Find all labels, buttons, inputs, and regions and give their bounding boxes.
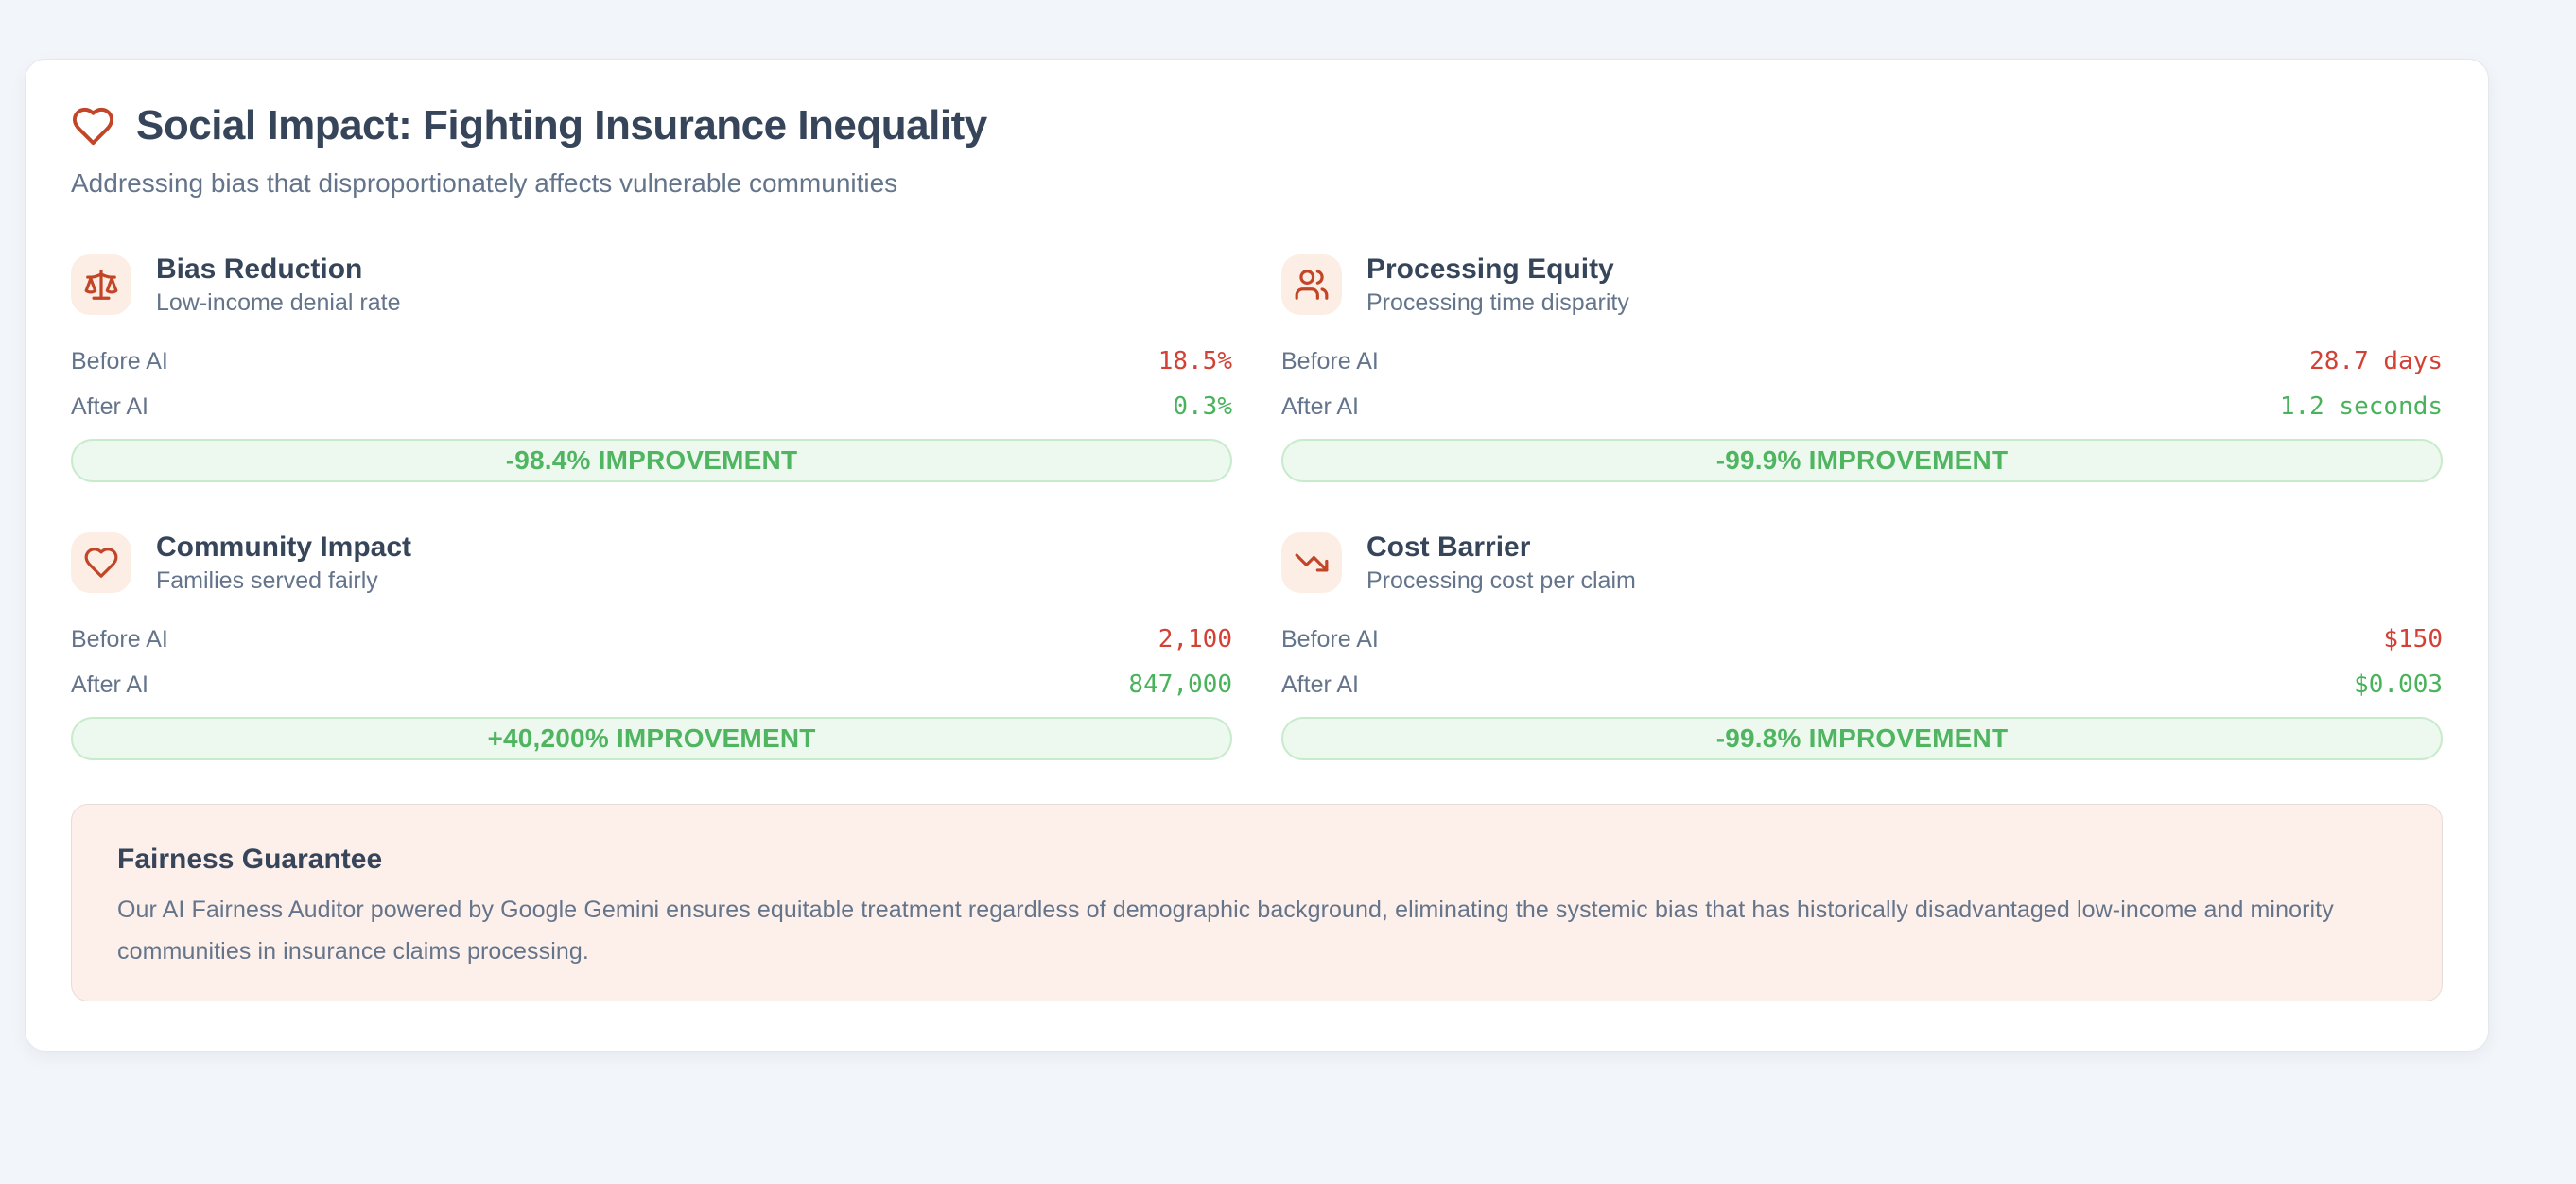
metric-subtitle: Processing time disparity	[1366, 289, 1629, 316]
after-ai-label: After AI	[71, 670, 148, 698]
metric-subtitle: Families served fairly	[156, 567, 378, 594]
heart-icon	[71, 104, 115, 148]
metric-title: Processing Equity	[1366, 253, 1614, 285]
after-ai-row: After AI 1.2 seconds	[1281, 384, 2443, 429]
fairness-guarantee-box: Fairness Guarantee Our AI Fairness Audit…	[71, 804, 2443, 1001]
after-ai-row: After AI 0.3%	[71, 384, 1232, 429]
metric-card: Community Impact Families served fairly …	[71, 531, 1232, 760]
before-ai-value: 28.7 days	[2309, 347, 2443, 375]
metric-header: Cost Barrier Processing cost per claim	[1281, 531, 2443, 594]
before-ai-row: Before AI 28.7 days	[1281, 339, 2443, 384]
metric-title: Bias Reduction	[156, 253, 363, 285]
metric-heading-text: Cost Barrier Processing cost per claim	[1366, 531, 1636, 594]
before-ai-label: Before AI	[71, 625, 168, 653]
after-ai-row: After AI $0.003	[1281, 662, 2443, 707]
metric-subtitle: Low-income denial rate	[156, 289, 401, 316]
metric-heading-text: Community Impact Families served fairly	[156, 531, 411, 594]
before-ai-value: 18.5%	[1157, 347, 1232, 375]
metric-rows: Before AI 28.7 days After AI 1.2 seconds	[1281, 339, 2443, 429]
improvement-badge: -99.9% IMPROVEMENT	[1281, 439, 2443, 482]
fairness-title: Fairness Guarantee	[117, 844, 383, 875]
metric-header: Processing Equity Processing time dispar…	[1281, 253, 2443, 316]
after-ai-label: After AI	[71, 392, 148, 420]
after-ai-label: After AI	[1281, 392, 1359, 420]
metric-title: Cost Barrier	[1366, 531, 1531, 563]
metric-heading-text: Bias Reduction Low-income denial rate	[156, 253, 400, 316]
metric-title: Community Impact	[156, 531, 412, 563]
before-ai-value: 2,100	[1157, 625, 1232, 653]
improvement-badge: -99.8% IMPROVEMENT	[1281, 717, 2443, 760]
panel-header: Social Impact: Fighting Insurance Inequa…	[71, 99, 2443, 152]
scale-icon	[71, 254, 131, 315]
fairness-body: Our AI Fairness Auditor powered by Googl…	[117, 897, 2334, 965]
metric-heading-text: Processing Equity Processing time dispar…	[1366, 253, 1629, 316]
improvement-badge: -98.4% IMPROVEMENT	[71, 439, 1232, 482]
metric-card: Processing Equity Processing time dispar…	[1281, 253, 2443, 482]
after-ai-value: 847,000	[1128, 670, 1232, 699]
before-ai-label: Before AI	[71, 347, 168, 374]
metric-header: Community Impact Families served fairly	[71, 531, 1232, 594]
metric-rows: Before AI $150 After AI $0.003	[1281, 617, 2443, 707]
metric-header: Bias Reduction Low-income denial rate	[71, 253, 1232, 316]
after-ai-value: 0.3%	[1173, 392, 1232, 421]
users-icon	[1281, 254, 1342, 315]
metric-rows: Before AI 18.5% After AI 0.3%	[71, 339, 1232, 429]
after-ai-value: $0.003	[2354, 670, 2443, 699]
metric-subtitle: Processing cost per claim	[1366, 567, 1636, 594]
after-ai-value: 1.2 seconds	[2279, 392, 2443, 421]
trending-down-icon	[1281, 532, 1342, 593]
metric-card: Bias Reduction Low-income denial rate Be…	[71, 253, 1232, 482]
heart-icon	[71, 532, 131, 593]
before-ai-row: Before AI $150	[1281, 617, 2443, 662]
before-ai-row: Before AI 18.5%	[71, 339, 1232, 384]
page-title: Social Impact: Fighting Insurance Inequa…	[136, 102, 987, 148]
metrics-grid: Bias Reduction Low-income denial rate Be…	[71, 253, 2443, 760]
after-ai-row: After AI 847,000	[71, 662, 1232, 707]
before-ai-value: $150	[2383, 625, 2443, 653]
page-subtitle: Addressing bias that disproportionately …	[71, 168, 898, 198]
before-ai-label: Before AI	[1281, 347, 1379, 374]
metric-rows: Before AI 2,100 After AI 847,000	[71, 617, 1232, 707]
before-ai-row: Before AI 2,100	[71, 617, 1232, 662]
after-ai-label: After AI	[1281, 670, 1359, 698]
improvement-badge: +40,200% IMPROVEMENT	[71, 717, 1232, 760]
social-impact-panel: Social Impact: Fighting Insurance Inequa…	[25, 59, 2489, 1052]
metric-card: Cost Barrier Processing cost per claim B…	[1281, 531, 2443, 760]
before-ai-label: Before AI	[1281, 625, 1379, 653]
